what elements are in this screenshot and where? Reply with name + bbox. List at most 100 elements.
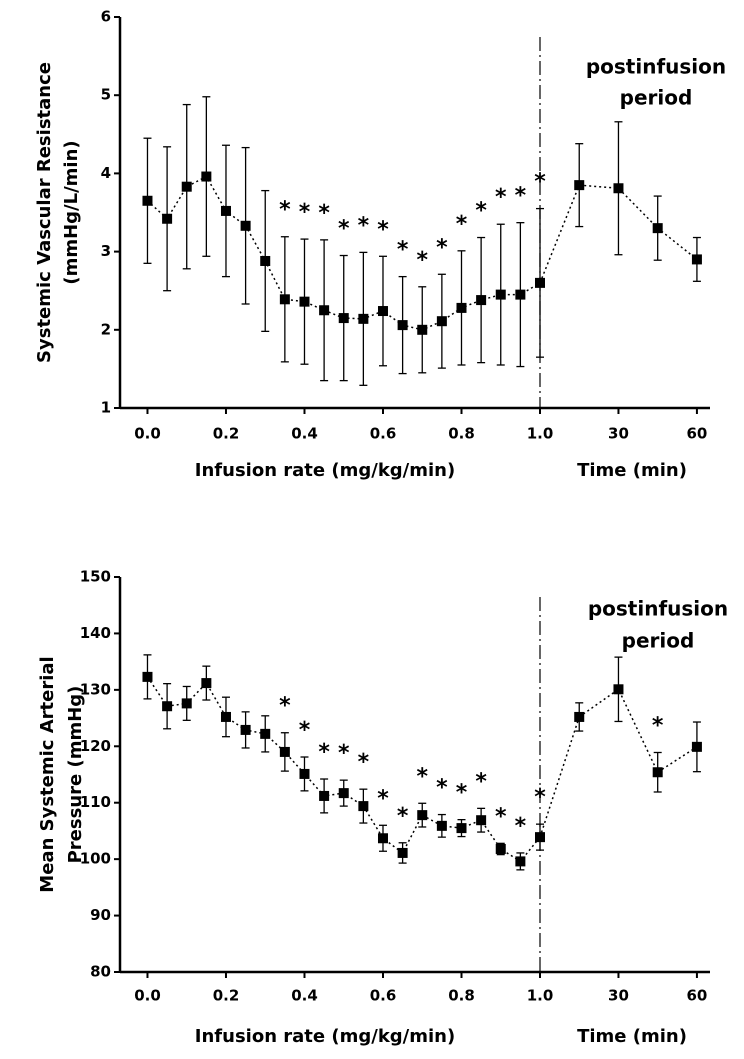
x-tick-label: 0.2 <box>213 425 240 443</box>
significance-marker: * <box>318 740 330 765</box>
data-point <box>299 296 310 307</box>
data-point <box>142 671 153 682</box>
data-point <box>181 698 192 709</box>
x-tick-label: 0.8 <box>448 425 475 443</box>
data-point <box>495 843 506 854</box>
significance-marker: * <box>652 713 664 738</box>
x-tick-label: 0.2 <box>213 987 240 1005</box>
significance-marker: * <box>436 776 448 801</box>
data-point <box>417 324 428 335</box>
significance-marker: * <box>377 786 389 811</box>
significance-marker: * <box>416 248 428 273</box>
y-tick-label: 80 <box>90 963 111 981</box>
significance-marker: * <box>416 764 428 789</box>
data-point <box>319 305 330 316</box>
x-tick-label: 1.0 <box>527 987 554 1005</box>
x-axis-label: Infusion rate (mg/kg/min) <box>195 460 455 481</box>
data-point <box>162 213 173 224</box>
data-line <box>578 688 698 774</box>
y-tick-label: 150 <box>80 568 111 586</box>
y-tick-label: 6 <box>101 8 111 26</box>
x-tick-label: 0.4 <box>291 987 318 1005</box>
data-point <box>377 833 388 844</box>
data-point <box>476 295 487 306</box>
x-tick-label: 0.0 <box>134 425 161 443</box>
x-tick-label: 0.6 <box>370 425 397 443</box>
annotation: period <box>622 629 695 653</box>
significance-marker: * <box>299 718 311 743</box>
significance-marker: * <box>456 212 468 237</box>
data-point <box>220 711 231 722</box>
data-point <box>436 316 447 327</box>
data-point <box>201 678 212 689</box>
data-point <box>417 810 428 821</box>
data-point <box>240 220 251 231</box>
data-point <box>240 724 251 735</box>
significance-marker: * <box>456 781 468 806</box>
data-point <box>515 856 526 867</box>
y-tick-label: 4 <box>101 164 111 182</box>
y-tick-label: 5 <box>101 86 111 104</box>
significance-marker: * <box>318 201 330 226</box>
y-tick-label: 130 <box>80 680 111 698</box>
data-point <box>476 815 487 826</box>
x-axis-label: Infusion rate (mg/kg/min) <box>195 1026 455 1047</box>
data-point <box>691 741 702 752</box>
significance-marker: * <box>515 184 527 209</box>
x2-tick-label: 30 <box>608 987 629 1005</box>
significance-marker: * <box>358 750 370 775</box>
significance-marker: * <box>279 198 291 223</box>
y-tick-label: 3 <box>101 242 111 260</box>
annotation: postinfusion <box>586 55 726 79</box>
data-point <box>299 768 310 779</box>
data-point <box>279 294 290 305</box>
significance-marker: * <box>534 170 546 195</box>
data-point <box>142 195 153 206</box>
significance-marker: * <box>279 694 291 719</box>
significance-marker: * <box>377 217 389 242</box>
x2-axis-label: Time (min) <box>577 1026 687 1047</box>
significance-marker: * <box>475 769 487 794</box>
significance-marker: * <box>299 200 311 225</box>
significance-marker: * <box>397 804 409 829</box>
significance-marker: * <box>515 814 527 839</box>
x2-tick-label: 60 <box>686 425 707 443</box>
data-point <box>358 801 369 812</box>
data-point <box>260 255 271 266</box>
data-point <box>495 289 506 300</box>
x2-axis-label: Time (min) <box>577 460 687 481</box>
data-point <box>397 320 408 331</box>
data-point <box>691 254 702 265</box>
significance-marker: * <box>495 804 507 829</box>
data-line-connector <box>539 184 580 284</box>
data-point <box>319 790 330 801</box>
x-tick-label: 0.0 <box>134 987 161 1005</box>
data-point <box>181 181 192 192</box>
y-tick-label: 100 <box>80 850 111 868</box>
data-point <box>260 728 271 739</box>
significance-marker: * <box>436 235 448 260</box>
annotation: period <box>620 86 693 110</box>
data-point <box>162 701 173 712</box>
data-point <box>201 171 212 182</box>
data-point <box>338 313 349 324</box>
data-point <box>397 847 408 858</box>
data-point <box>613 183 624 194</box>
data-line <box>579 184 698 261</box>
data-point <box>220 205 231 216</box>
data-point <box>358 313 369 324</box>
significance-marker: * <box>495 185 507 210</box>
x-tick-label: 1.0 <box>527 425 554 443</box>
x-tick-label: 0.8 <box>448 987 475 1005</box>
y-tick-label: 2 <box>101 320 111 338</box>
x-tick-label: 0.6 <box>370 987 397 1005</box>
x2-tick-label: 60 <box>686 987 707 1005</box>
y-tick-label: 120 <box>80 737 111 755</box>
significance-marker: * <box>475 199 487 224</box>
data-point <box>279 746 290 757</box>
data-point <box>613 684 624 695</box>
y-axis-label: Systemic Vascular Resistance <box>34 62 55 363</box>
data-point <box>515 289 526 300</box>
data-point <box>456 302 467 313</box>
